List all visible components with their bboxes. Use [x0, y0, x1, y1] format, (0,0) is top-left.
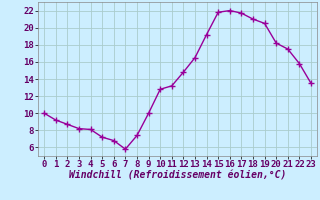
X-axis label: Windchill (Refroidissement éolien,°C): Windchill (Refroidissement éolien,°C) — [69, 171, 286, 181]
